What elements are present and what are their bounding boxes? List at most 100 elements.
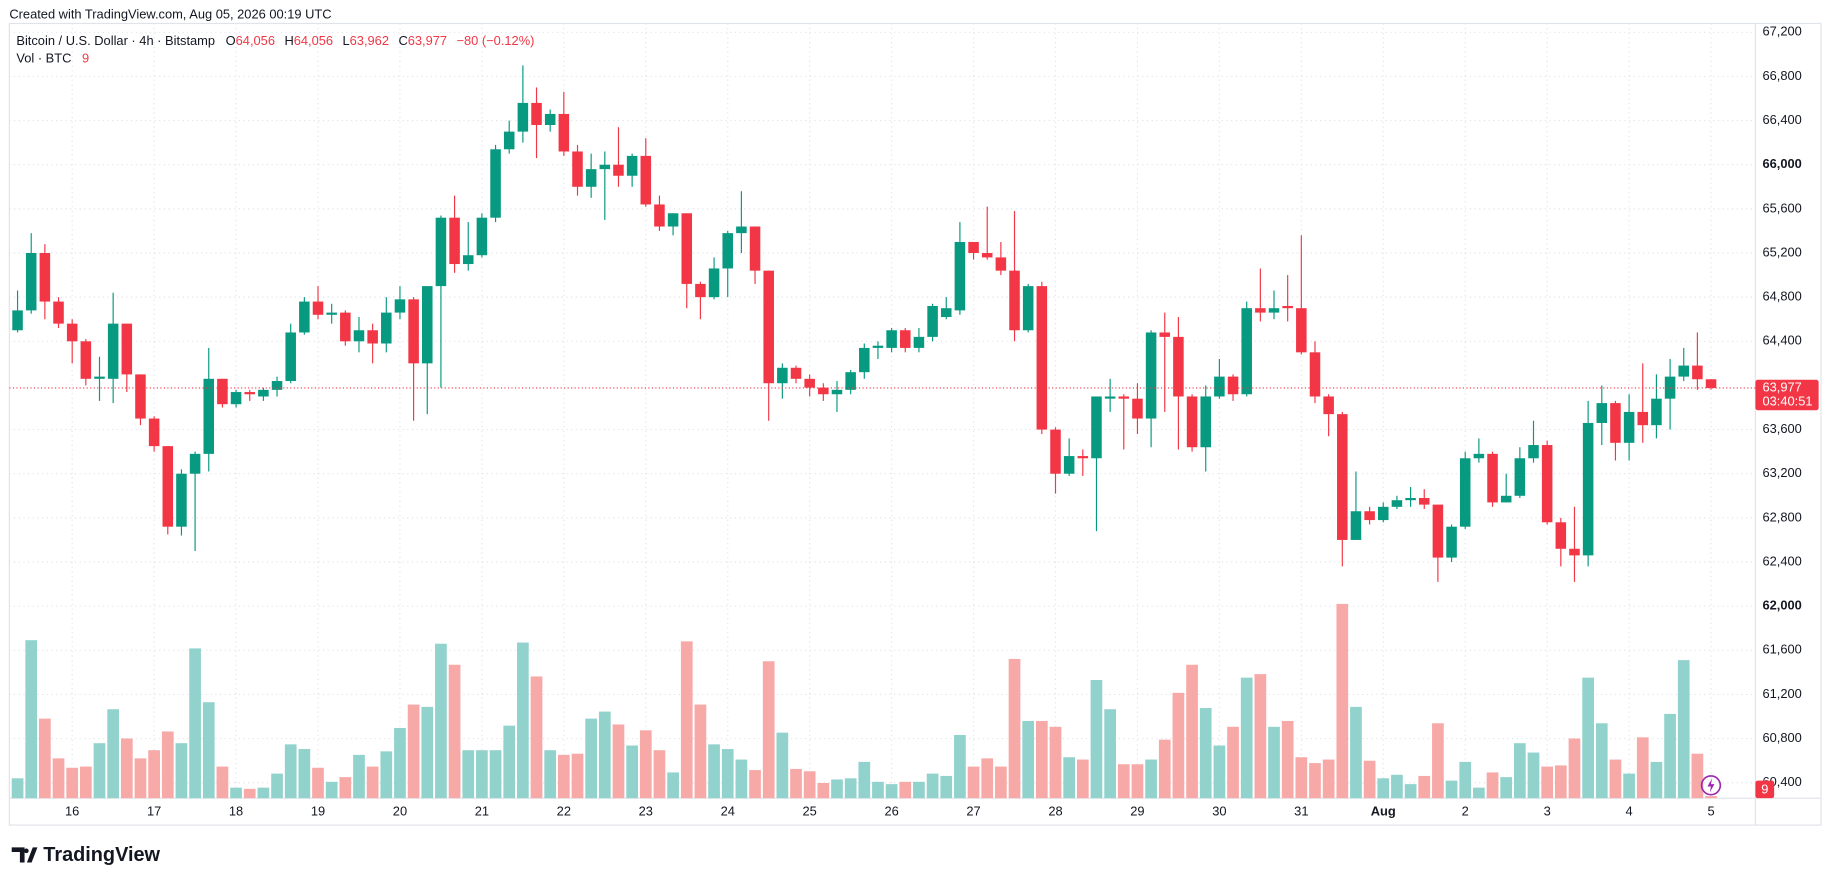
volume-bar — [530, 676, 543, 799]
volume-bar — [11, 778, 24, 799]
x-tick-label: 30 — [1212, 804, 1226, 819]
x-tick-label: 16 — [65, 804, 79, 819]
candle-body — [1050, 429, 1061, 474]
volume-bar — [1418, 775, 1431, 799]
volume-bar — [1623, 773, 1635, 799]
legend-h: H — [284, 34, 293, 49]
volume-bar — [120, 738, 133, 799]
volume-bar — [476, 750, 488, 799]
candle-body — [517, 102, 529, 132]
candle-body — [176, 473, 187, 527]
volume-bar — [175, 743, 188, 799]
volume-tag — [1755, 780, 1775, 799]
x-tick-label: 24 — [721, 804, 735, 819]
volume-bar — [954, 734, 966, 799]
candle-body — [1528, 445, 1539, 459]
candle-body — [736, 226, 747, 234]
candle-body — [12, 310, 23, 331]
candle-body — [367, 330, 378, 344]
candle-body — [299, 301, 310, 333]
volume-legend: Vol · BTC 9 — [16, 51, 89, 66]
candle-body — [1350, 511, 1362, 540]
header-credit: Created with TradingView.com, Aug 05, 20… — [9, 7, 331, 22]
volume-bar — [271, 773, 283, 799]
lightning-icon — [1700, 775, 1722, 796]
volume-bar — [1636, 737, 1649, 799]
x-tick-label: 23 — [639, 804, 653, 819]
candle-body — [1036, 286, 1048, 430]
volume-bar — [885, 784, 898, 799]
volume-bar — [1227, 726, 1239, 799]
volume-bar — [708, 744, 720, 799]
legend-change: −80 (−0.12%) — [457, 34, 535, 49]
volume-bar — [394, 727, 406, 799]
y-tick-label: 65,200 — [1762, 244, 1801, 259]
volume-bar — [161, 731, 174, 799]
x-tick-label: 25 — [803, 804, 817, 819]
volume-bar — [325, 781, 338, 799]
grid — [9, 23, 1756, 799]
candle-body — [981, 253, 993, 258]
x-tick-label: 3 — [1544, 804, 1551, 819]
volume-bar — [1541, 766, 1554, 799]
candle-body — [1569, 548, 1580, 556]
candle-body — [53, 301, 64, 324]
candle-body — [340, 312, 351, 342]
volume-bar — [626, 745, 638, 799]
candle-body — [968, 241, 979, 254]
candle-body — [695, 283, 706, 298]
candle-body — [1309, 352, 1321, 397]
volume-bar — [1076, 759, 1089, 799]
volume-bar — [831, 779, 843, 799]
logo-icon — [11, 847, 38, 863]
candle-body — [490, 149, 501, 218]
candle-body — [818, 387, 829, 395]
candle-body — [667, 213, 679, 227]
volume-bar — [844, 778, 857, 799]
candle-body — [1118, 396, 1130, 399]
y-tick-label: 61,600 — [1762, 642, 1801, 657]
candle-body — [94, 376, 105, 379]
candle-body — [1378, 506, 1389, 521]
volume-bar — [639, 730, 652, 799]
candle-body — [422, 286, 433, 364]
volume-bar — [1240, 677, 1253, 799]
volume-bar — [872, 781, 884, 799]
candle-body — [681, 213, 693, 284]
candle-body — [790, 367, 802, 379]
volume-bar — [435, 643, 447, 799]
volume-bar — [1213, 745, 1226, 799]
candle-body — [613, 164, 624, 176]
volume-bar — [1336, 603, 1349, 799]
candle-body — [859, 347, 870, 373]
volume-bar — [1650, 761, 1663, 799]
candle-body — [230, 392, 242, 405]
candle-body — [476, 217, 488, 256]
volume-bar — [1445, 780, 1458, 799]
volume-bar — [940, 775, 953, 799]
candle-body — [1637, 411, 1649, 426]
y-tick-label: 63,200 — [1762, 465, 1801, 480]
x-tick-label: 17 — [147, 804, 161, 819]
candle-body — [1541, 445, 1553, 523]
y-tick-label: 60,800 — [1762, 730, 1801, 745]
candle-body — [203, 378, 215, 454]
pane-icons — [1700, 775, 1722, 796]
candle-body — [1651, 398, 1662, 426]
volume-bar — [93, 743, 106, 799]
candle-body — [1582, 422, 1594, 556]
volume-bar — [1158, 739, 1171, 799]
candle-body — [1432, 504, 1444, 558]
y-tick-label: 61,200 — [1762, 686, 1801, 701]
price-tag-value: 63,977 — [1762, 379, 1801, 394]
volume-bar — [1527, 752, 1540, 799]
candle-body — [654, 204, 665, 227]
candle-body — [1282, 305, 1293, 309]
candle-body — [1473, 453, 1485, 459]
candle-body — [995, 257, 1007, 271]
candle-body — [80, 341, 92, 379]
legend: Bitcoin / U.S. Dollar · 4h · Bitstamp O6… — [16, 34, 534, 49]
volume-bar — [380, 751, 393, 799]
candle-body — [749, 226, 761, 271]
